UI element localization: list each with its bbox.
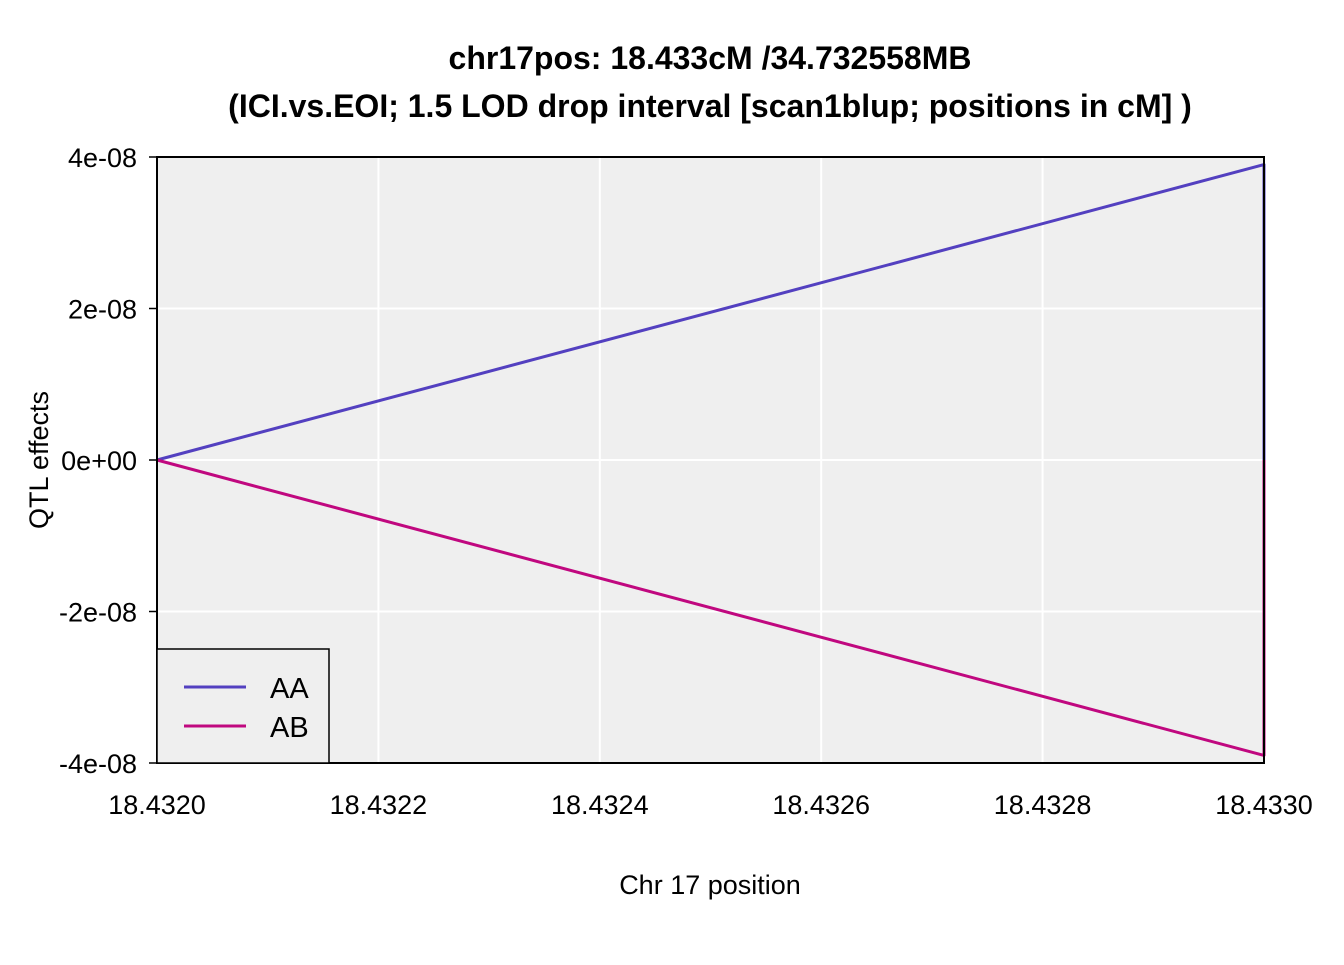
y-tick-label: 4e-08 (68, 143, 137, 173)
x-tick-label: 18.4324 (551, 790, 649, 820)
y-axis-ticks: 4e-08 2e-08 0e+00 -2e-08 -4e-08 (59, 143, 157, 779)
y-axis-label: QTL effects (24, 391, 54, 529)
x-axis-label: Chr 17 position (619, 870, 801, 900)
legend-label-aa: AA (270, 673, 309, 705)
chart-title: chr17pos: 18.433cM /34.732558MB (449, 40, 972, 76)
legend-label-ab: AB (270, 712, 309, 744)
legend-box (156, 648, 330, 764)
x-tick-label: 18.4328 (994, 790, 1092, 820)
y-tick-label: 0e+00 (61, 446, 137, 476)
chart-subtitle: (ICI.vs.EOI; 1.5 LOD drop interval [scan… (228, 88, 1192, 124)
y-tick-label: 2e-08 (68, 295, 137, 325)
x-tick-label: 18.4320 (108, 790, 206, 820)
y-tick-label: -4e-08 (59, 749, 137, 779)
x-tick-label: 18.4330 (1215, 790, 1313, 820)
x-tick-label: 18.4322 (330, 790, 428, 820)
y-tick-label: -2e-08 (59, 598, 137, 628)
x-axis-ticks: 18.4320 18.4322 18.4324 18.4326 18.4328 18.43… (108, 790, 1313, 820)
legend: AA AB (156, 648, 330, 764)
x-tick-label: 18.4326 (772, 790, 870, 820)
